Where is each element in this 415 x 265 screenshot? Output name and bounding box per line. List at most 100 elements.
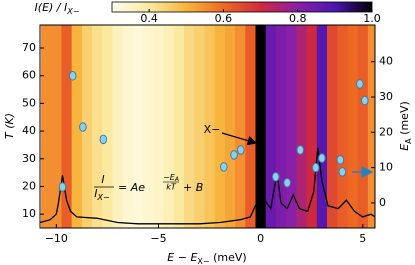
- point: [79, 122, 87, 132]
- x-tick-label: 5: [359, 232, 366, 245]
- y-tick-label: 70: [22, 41, 36, 54]
- heat-cell: [112, 25, 124, 228]
- point: [356, 79, 364, 89]
- point: [271, 172, 280, 182]
- heat-cell: [347, 25, 359, 228]
- heat-cell: [245, 25, 257, 228]
- heatmap: [41, 25, 375, 228]
- heat-cell: [153, 25, 165, 228]
- x-tick-label: 0: [257, 232, 264, 245]
- formula-den: IX−: [94, 187, 109, 202]
- colorbar-tick-label: 0.6: [215, 12, 233, 25]
- y2-tick-label: 0: [379, 196, 386, 209]
- heat-cell: [194, 25, 206, 228]
- heat-cell: [81, 25, 93, 228]
- x-label-text: E − E: [167, 251, 197, 264]
- formula-den-text: I: [94, 187, 97, 200]
- heat-cell: [204, 25, 216, 228]
- heat-cell: [337, 25, 349, 228]
- y-tick-label: 60: [22, 69, 36, 82]
- heat-cell: [235, 25, 246, 228]
- point: [68, 71, 77, 81]
- heat-cell: [316, 25, 328, 228]
- point: [283, 178, 291, 188]
- formula-exp-num-sub: A: [174, 176, 179, 183]
- y2-tick-label: 40: [379, 55, 393, 68]
- formula-exp-num-text: −E: [163, 173, 176, 182]
- y-axis-label: T (K): [3, 113, 16, 139]
- y2-axis-label: EA (meV): [398, 101, 413, 151]
- y-tick-label: 20: [22, 179, 36, 192]
- point: [336, 155, 345, 165]
- heat-cell: [296, 25, 308, 228]
- heat-cell: [122, 25, 134, 228]
- point: [236, 145, 245, 155]
- heat-cell: [102, 25, 114, 228]
- annotation: X−: [204, 123, 221, 136]
- colorbar-label-text: I(E) / I: [35, 1, 68, 14]
- formula-den-sub: X−: [97, 193, 110, 202]
- x-tick-label: −10: [45, 232, 68, 245]
- heat-cell: [143, 25, 154, 228]
- y-tick-label: 10: [22, 207, 36, 220]
- heat-cell: [367, 25, 375, 228]
- heat-cell: [41, 25, 52, 228]
- point: [99, 134, 108, 145]
- x-label-sub: X−: [197, 257, 209, 265]
- colorbar-label-sub: X−: [66, 7, 79, 16]
- heat-cell: [286, 25, 297, 228]
- annotation-arrow: [221, 132, 258, 146]
- colorbar-label: I(E) / IX−: [35, 1, 80, 16]
- y2-label-sub: A: [404, 138, 413, 144]
- point: [360, 95, 369, 106]
- heat-cell: [357, 25, 369, 228]
- point: [296, 145, 305, 155]
- point: [318, 153, 326, 163]
- heat-cell: [184, 25, 195, 228]
- spectrum-line: [40, 144, 375, 225]
- formula-rhs: = Ae: [118, 181, 145, 194]
- heat-cell: [224, 25, 236, 228]
- y2-tick-label: 20: [379, 125, 393, 138]
- formula-exp-den: kT: [166, 183, 177, 192]
- heat-cell: [163, 25, 175, 228]
- colorbar-tick-label: 0.4: [140, 12, 158, 25]
- formula-exp-num: −EA: [163, 173, 179, 183]
- heat-cell: [255, 25, 267, 228]
- point: [58, 182, 67, 192]
- point: [338, 167, 347, 177]
- point: [220, 162, 228, 172]
- y-tick-label: 30: [22, 152, 36, 165]
- point: [311, 162, 320, 173]
- y2-tick-label: 30: [379, 90, 393, 103]
- formula-num: I: [101, 173, 104, 186]
- y2-tick-label: 10: [379, 161, 393, 174]
- heat-cell: [265, 25, 277, 228]
- y2-label-unit: (meV): [398, 101, 411, 138]
- y-tick-label: 40: [22, 124, 36, 137]
- x-axis-label: E − EX− (meV): [167, 251, 246, 265]
- x-tick-label: −5: [150, 232, 166, 245]
- heat-cell: [71, 25, 83, 228]
- y2-label-text: E: [398, 144, 411, 151]
- plot-frame: [39, 24, 376, 229]
- point: [230, 150, 238, 160]
- heat-cell: [173, 25, 185, 228]
- heat-cell: [275, 25, 287, 228]
- y-tick-label: 50: [22, 96, 36, 109]
- heat-cell: [92, 25, 103, 228]
- overlay: −10 −5 0 5 10 20 30 40 50 60 70 0 10 20 30 40 0.4 0.6 0.8 1…: [22, 1, 393, 245]
- heat-cell: [306, 25, 318, 228]
- heat-cell: [214, 25, 226, 228]
- heat-cell: [132, 25, 144, 228]
- colorbar: [111, 1, 373, 13]
- heat-cell: [51, 25, 63, 228]
- formula-tail: + B: [183, 181, 203, 194]
- heat-cell: [61, 25, 73, 228]
- formula: I IX− = Ae −EA kT + B: [94, 173, 203, 202]
- colorbar-tick-label: 1.0: [363, 12, 381, 25]
- heat-cell: [326, 25, 338, 228]
- colorbar-tick-label: 0.8: [289, 12, 307, 25]
- x-label-unit: (meV): [210, 251, 247, 264]
